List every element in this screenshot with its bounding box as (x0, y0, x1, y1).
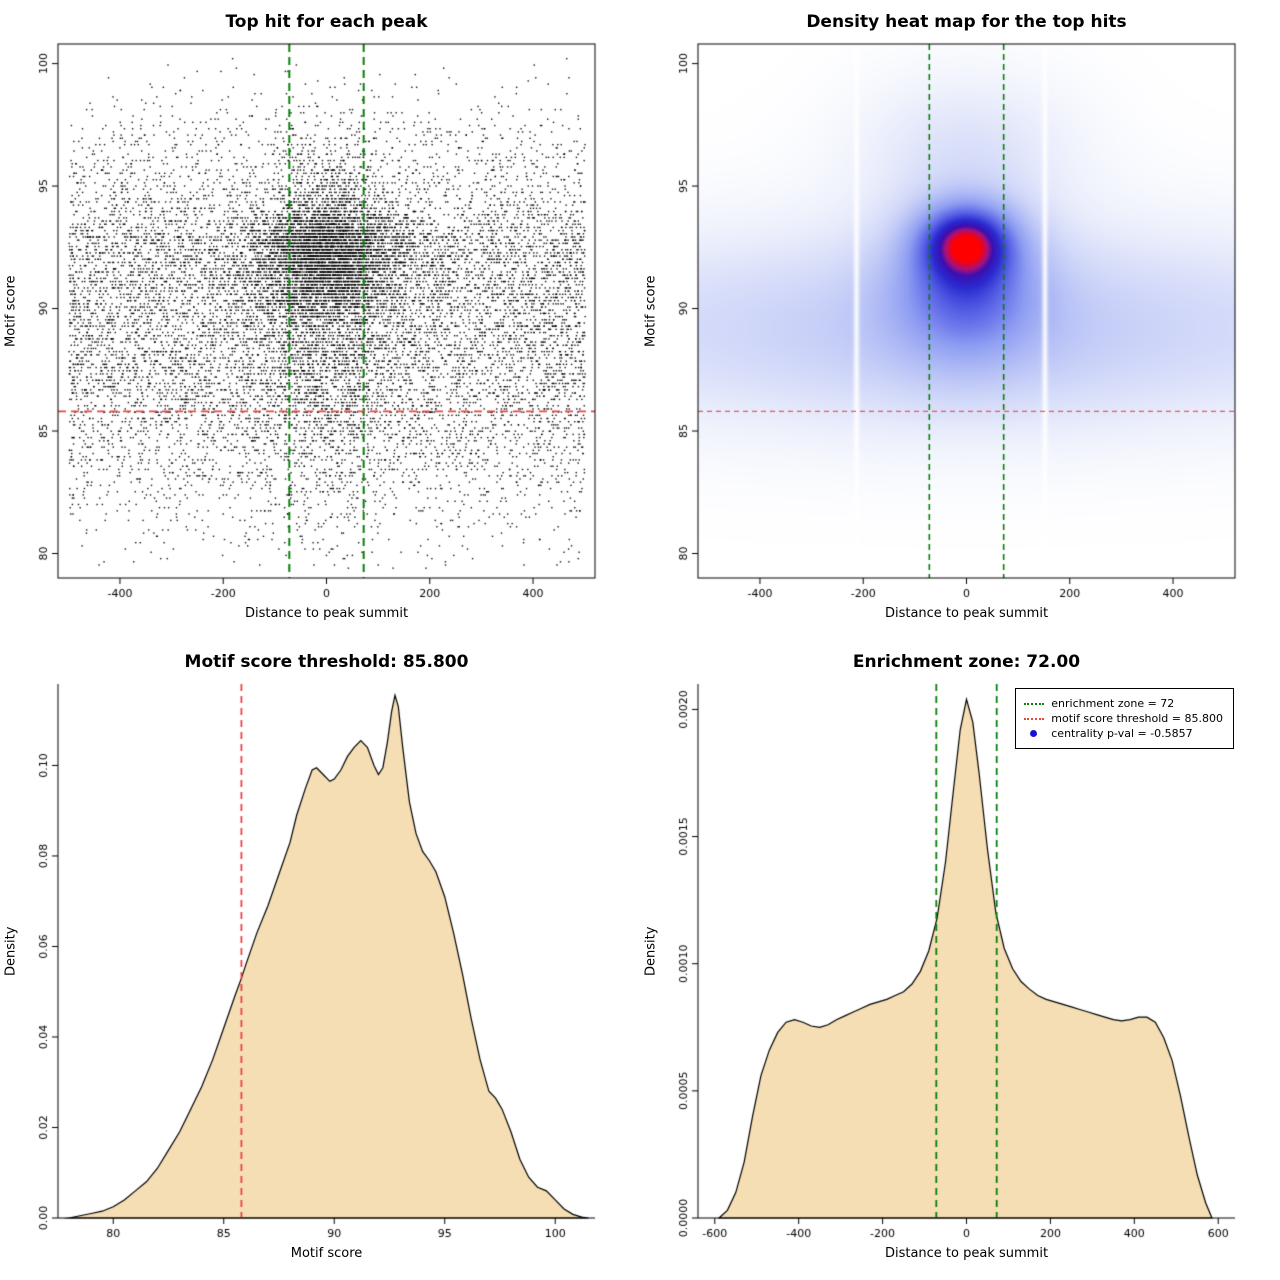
legend-item-enrichment-zone: enrichment zone = 72 (1024, 697, 1223, 710)
y-axis-label: Density (3, 926, 19, 976)
chart-title: Enrichment zone: 72.00 (852, 652, 1081, 672)
panel-motif-score-density: Motif score threshold: 85.800 Motif scor… (0, 640, 640, 1280)
x-axis-label: Distance to peak summit (244, 606, 409, 621)
panel-distance-density: Enrichment zone: 72.00 Distance to peak … (640, 640, 1280, 1280)
y-axis-label: Motif score (3, 275, 19, 347)
heatmap-canvas (640, 0, 1280, 640)
legend-item-motif-threshold: motif score threshold = 85.800 (1024, 712, 1223, 725)
green-dotted-line-icon (1024, 702, 1045, 705)
y-axis-label: Motif score (643, 275, 659, 347)
blue-dot-icon (1030, 730, 1038, 737)
red-dotted-line-icon (1024, 717, 1045, 720)
scatter-canvas (0, 0, 640, 640)
legend-label: enrichment zone = 72 (1051, 697, 1175, 710)
x-axis-label: Distance to peak summit (884, 1246, 1049, 1261)
legend-label: centrality p-val = -0.5857 (1051, 727, 1193, 740)
x-axis-label: Distance to peak summit (884, 606, 1049, 621)
panel-density-heatmap: Density heat map for the top hits Distan… (640, 0, 1280, 640)
chart-title: Top hit for each peak (225, 12, 428, 32)
legend: enrichment zone = 72 motif score thresho… (1015, 688, 1234, 749)
chart-title: Density heat map for the top hits (806, 12, 1127, 32)
panel-scatter-top-hits: Top hit for each peak Distance to peak s… (0, 0, 640, 640)
x-axis-label: Motif score (290, 1246, 363, 1261)
y-axis-label: Density (643, 926, 659, 976)
motif-density-canvas (0, 640, 640, 1280)
chart-title: Motif score threshold: 85.800 (184, 652, 469, 672)
legend-label: motif score threshold = 85.800 (1051, 712, 1223, 725)
legend-item-centrality-pval: centrality p-val = -0.5857 (1024, 727, 1223, 740)
